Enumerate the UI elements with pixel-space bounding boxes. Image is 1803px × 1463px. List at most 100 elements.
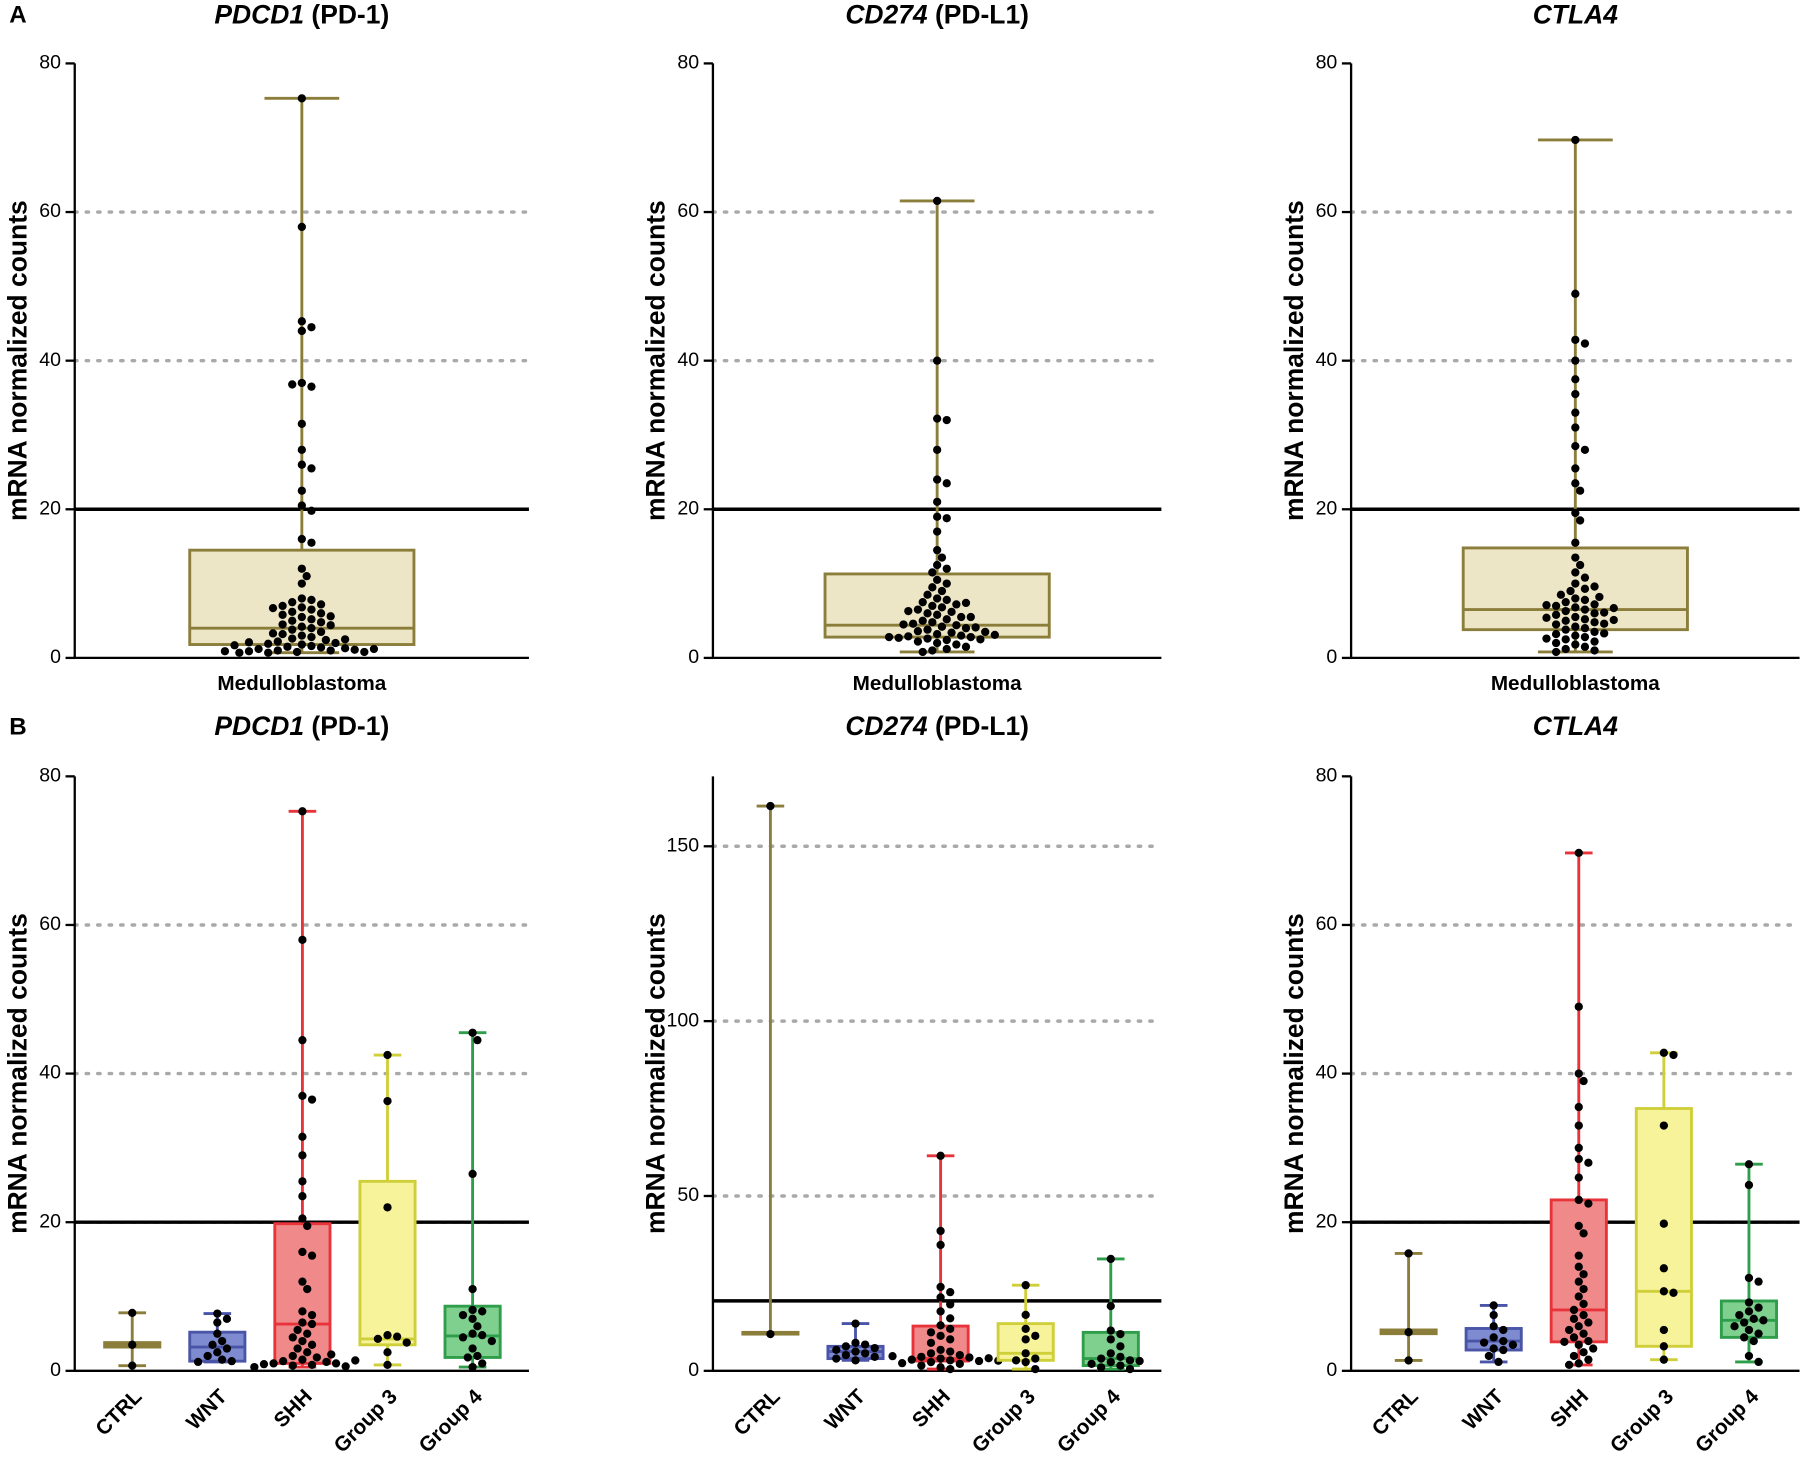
- data-point: [946, 1314, 955, 1323]
- data-point: [933, 560, 942, 570]
- data-point: [1571, 631, 1580, 640]
- y-tick-label: 150: [667, 834, 700, 856]
- y-tick-label: 50: [677, 1184, 699, 1206]
- x-tick-label: Group 3: [1606, 1385, 1678, 1457]
- data-point: [1574, 1069, 1583, 1078]
- data-point: [1489, 1344, 1498, 1353]
- data-point: [928, 583, 937, 592]
- title-gene: PDCD1: [214, 0, 304, 29]
- data-point: [1590, 618, 1599, 627]
- data-point: [1584, 1336, 1593, 1346]
- data-point: [1574, 1292, 1583, 1301]
- data-point: [933, 527, 942, 536]
- data-point: [213, 1318, 222, 1327]
- data-point: [297, 640, 306, 649]
- data-point: [1749, 1314, 1758, 1323]
- data-point: [1484, 1351, 1494, 1361]
- y-tick-label: 80: [677, 52, 699, 74]
- data-point: [1571, 603, 1580, 612]
- data-point: [1031, 1364, 1040, 1374]
- y-tick-label: 80: [39, 765, 61, 787]
- data-point: [928, 618, 937, 627]
- data-point: [1744, 1180, 1754, 1190]
- data-point: [1575, 560, 1585, 570]
- data-point: [1580, 632, 1590, 642]
- data-point: [933, 546, 942, 555]
- data-point: [1579, 1076, 1588, 1086]
- data-point: [297, 603, 306, 612]
- data-point: [936, 1293, 945, 1302]
- chart-title: CD274 (PD-L1): [845, 711, 1029, 741]
- data-point: [933, 445, 942, 454]
- data-point: [946, 1356, 955, 1365]
- data-point: [468, 1344, 477, 1353]
- data-point: [899, 620, 908, 629]
- data-point: [1135, 1356, 1144, 1366]
- data-point: [1590, 582, 1599, 591]
- data-point: [316, 618, 326, 627]
- data-point: [1011, 1356, 1021, 1365]
- y-tick-label: 0: [50, 646, 61, 668]
- data-point: [918, 647, 927, 657]
- data-point: [1659, 1287, 1669, 1296]
- data-point: [307, 1360, 317, 1370]
- data-point: [303, 1329, 312, 1338]
- data-point: [1551, 601, 1561, 611]
- data-point: [1669, 1288, 1678, 1297]
- x-tick-label: WNT: [182, 1385, 232, 1435]
- y-tick-label: 20: [677, 497, 699, 519]
- data-point: [942, 415, 951, 425]
- data-point: [312, 1353, 321, 1362]
- x-tick-label: Group 4: [1691, 1385, 1764, 1458]
- data-point: [383, 1360, 392, 1370]
- data-point: [1542, 601, 1551, 610]
- data-point: [923, 609, 932, 618]
- data-point: [936, 1354, 945, 1363]
- data-point: [1580, 605, 1590, 614]
- data-point: [1571, 508, 1580, 518]
- data-point: [946, 1364, 955, 1374]
- data-point: [1590, 646, 1599, 655]
- y-tick-label: 40: [1316, 349, 1338, 371]
- panel-label: B: [9, 713, 26, 740]
- data-point: [937, 553, 947, 562]
- data-point: [1571, 441, 1580, 451]
- data-point: [1579, 1299, 1588, 1309]
- data-point: [841, 1342, 851, 1351]
- data-point: [1589, 1344, 1598, 1353]
- data-point: [936, 1321, 945, 1330]
- data-point: [860, 1340, 870, 1349]
- data-point: [1116, 1329, 1125, 1339]
- data-point: [298, 1318, 307, 1327]
- x-tick-label: SHH: [270, 1385, 317, 1432]
- data-point: [473, 1322, 482, 1331]
- data-point: [278, 601, 287, 611]
- data-point: [297, 631, 306, 640]
- data-point: [966, 612, 975, 622]
- data-point: [1097, 1363, 1106, 1372]
- data-point: [268, 603, 278, 613]
- data-point: [297, 317, 306, 326]
- data-point: [936, 1226, 945, 1236]
- data-point: [942, 595, 951, 605]
- data-point: [468, 1362, 477, 1372]
- data-point: [1580, 642, 1590, 651]
- data-point: [1600, 619, 1609, 628]
- data-point: [1551, 629, 1561, 639]
- panel-label: A: [9, 2, 26, 29]
- data-point: [1584, 1355, 1593, 1364]
- y-axis-label: mRNA normalized counts: [1279, 913, 1309, 1234]
- data-point: [326, 612, 335, 621]
- data-point: [341, 1362, 350, 1371]
- data-point: [307, 595, 316, 605]
- data-point: [946, 1300, 955, 1309]
- data-point: [1571, 375, 1580, 384]
- data-point: [1600, 608, 1609, 617]
- data-point: [1499, 1325, 1508, 1335]
- data-point: [1574, 1322, 1583, 1331]
- data-point: [1580, 573, 1590, 582]
- data-point: [1561, 644, 1570, 654]
- data-point: [298, 1151, 307, 1160]
- data-point: [468, 1284, 477, 1294]
- data-point: [1551, 638, 1561, 648]
